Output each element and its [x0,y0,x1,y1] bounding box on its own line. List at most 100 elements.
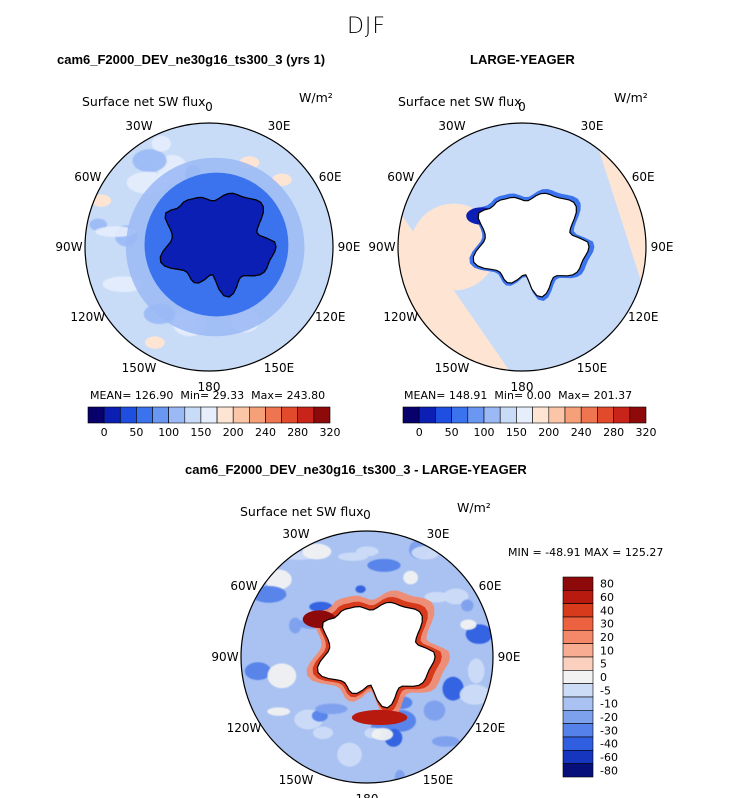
panel2-colorbar-label: 0 [416,426,423,439]
panel3-field-patch [337,552,368,561]
panel3-colorbar-label: -80 [600,764,618,777]
panel2-colorbar-swatch [532,406,550,424]
panel1-lon-label: 60W [74,170,101,184]
panel1-units: W/m² [299,90,333,105]
panel1-colorbar-swatch [232,406,250,424]
panel2-max-label: Max= [558,389,591,402]
panel1-colorbar-swatch [216,406,234,424]
panel3-field-patch [461,599,474,612]
season-title: DJF [346,14,387,39]
panel2-colorbar-swatch [629,406,647,424]
panel1-lon-label: 150W [122,361,157,375]
panel3-colorbar-label: -30 [600,724,618,737]
panel2-colorbar-swatch [613,406,631,424]
panel2-colorbar-label: 320 [636,426,657,439]
panel2-lon-label: 90E [651,240,674,254]
panel1-colorbar-swatch [200,406,218,424]
panel1-field-patch [151,135,171,152]
panel2-colorbar-label: 150 [506,426,527,439]
panel3-field-patch [459,684,490,705]
panel1-colorbar-label: 280 [287,426,308,439]
panel1-lon-label: 180 [198,380,221,394]
panel3-field-patch [431,736,460,747]
panel3-colorbar-swatch [562,603,594,618]
panel1-variable-label: Surface net SW flux [82,94,206,109]
panel1-max-label: Max= [251,389,284,402]
panel2-min: 0.00 [526,389,552,402]
panel1-colorbar-swatch [184,406,202,424]
panel3-field-patch [309,601,333,612]
panel3-stats: MIN = -48.91 MAX = 125.27 [508,546,664,559]
panel3-colorbar-swatch [562,763,594,778]
panel3-colorbar-swatch [562,683,594,698]
panel3-lon-label: 60W [230,579,257,593]
panel3-units: W/m² [457,500,491,515]
panel3-field-patch [467,658,485,684]
panel1-colorbar-label: 240 [255,426,276,439]
panel3-colorbar-swatch [562,643,594,658]
panel1-min-label: Min= [180,389,210,402]
panel3-colorbar-label: -5 [600,684,611,697]
panel3-lon-label: 60E [479,579,502,593]
panel2-min-label: Min= [494,389,524,402]
panel1-colorbar-swatch [265,406,282,424]
panel3-colorbar-swatch [562,723,594,738]
panel1-colorbar-swatch [87,406,105,424]
panel3-field-patch [411,545,440,560]
panel2-coastline [472,192,590,298]
panel1-lon-label: 90W [55,240,82,254]
panel3-field-patch [443,588,469,605]
panel1-colorbar-swatch [136,406,153,424]
panel3-field-patch [460,619,477,630]
panel3-field-patch [442,676,464,701]
panel3-lon-label: 30W [282,527,309,541]
panel3-colorbar-swatch [562,589,594,604]
panel1-colorbar-label: 150 [190,426,211,439]
panel3-colorbar-swatch [562,576,594,591]
panel2-units: W/m² [614,90,648,105]
panel3-field-patch [288,617,302,634]
panel3-colorbar-label: 10 [600,644,614,657]
panel1-lon-label: 60E [319,170,342,184]
panel1-lon-label: 0 [205,100,213,114]
panel3-field-patch [423,700,446,721]
panel3-lon-label: 150E [423,773,454,787]
panel1-colorbar-label: 50 [129,426,143,439]
panel1-map [84,122,334,372]
panel3-colorbar-swatch [562,709,594,724]
panel3-lon-label: 180 [356,792,379,798]
panel3-field-patch [315,703,348,715]
panel1-lon-label: 150E [264,361,295,375]
panel3-lon-label: 30E [427,527,450,541]
panel1-lon-label: 90E [338,240,361,254]
panel1-colorbar-swatch [313,406,331,424]
panel3-colorbar-swatch [562,736,594,751]
panel3-lon-label: 90W [211,650,238,664]
panel3-colorbar-swatch [562,749,594,764]
panel1-stats: MEAN= 126.90 Min= 29.33 Max= 243.80 [90,389,325,402]
panel2-colorbar-swatch [483,406,501,424]
panel3-field-patch [312,726,334,740]
panel3-colorbar-swatch [562,616,594,631]
panel2-colorbar-swatch [435,406,452,424]
panel1-colorbar-swatch [281,406,299,424]
panel3-field-patch [424,591,450,603]
panel3-map [240,530,494,784]
panel3-field-patch [355,585,366,594]
panel3-field-patch [403,570,419,585]
panel2-colorbar-label: 200 [538,426,559,439]
panel2-map-border [397,122,647,372]
panel3-colorbar-label: 40 [600,604,614,617]
panel3-field-max [351,709,408,726]
panel2-colorbar-label: 280 [603,426,624,439]
panel3-field-patch [367,558,401,572]
panel2-colorbar-swatch [548,406,566,424]
panel1-colorbar-swatch [152,406,169,424]
panel3-colorbar-label: 20 [600,631,614,644]
panel2-colorbar-label: 240 [571,426,592,439]
panel3-lon-label: 120E [475,721,506,735]
panel1-field-warm [144,336,165,349]
panel2-colorbar-swatch [580,406,598,424]
panel2-lon-label: 60W [387,170,414,184]
